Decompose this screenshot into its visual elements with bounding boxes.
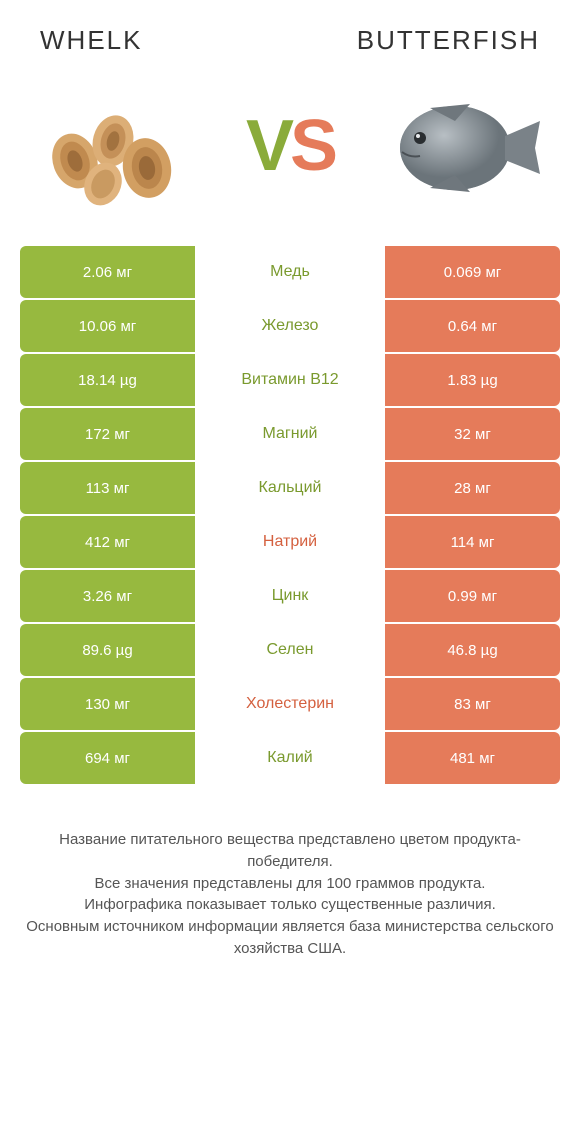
nutrient-row: 2.06 мгМедь0.069 мг bbox=[20, 246, 560, 298]
header: WHELK BUTTERFISH bbox=[0, 0, 580, 56]
right-value: 0.64 мг bbox=[385, 300, 560, 352]
nutrient-label: Медь bbox=[195, 246, 385, 298]
footer-line-2: Все значения представлены для 100 граммо… bbox=[20, 873, 560, 895]
nutrient-row: 130 мгХолестерин83 мг bbox=[20, 678, 560, 730]
right-value: 83 мг bbox=[385, 678, 560, 730]
left-value: 694 мг bbox=[20, 732, 195, 784]
vs-label: VS bbox=[246, 105, 334, 187]
nutrient-row: 172 мгМагний32 мг bbox=[20, 408, 560, 460]
left-value: 3.26 мг bbox=[20, 570, 195, 622]
right-food-title: BUTTERFISH bbox=[357, 25, 540, 56]
left-value: 172 мг bbox=[20, 408, 195, 460]
left-value: 2.06 мг bbox=[20, 246, 195, 298]
nutrient-row: 113 мгКальций28 мг bbox=[20, 462, 560, 514]
nutrient-label: Калий bbox=[195, 732, 385, 784]
nutrient-label: Витамин B12 bbox=[195, 354, 385, 406]
footer-notes: Название питательного вещества представл… bbox=[0, 829, 580, 960]
left-food-title: WHELK bbox=[40, 25, 142, 56]
left-value: 130 мг bbox=[20, 678, 195, 730]
footer-line-4: Основным источником информации является … bbox=[20, 916, 560, 960]
footer-line-3: Инфографика показывает только существенн… bbox=[20, 894, 560, 916]
nutrient-row: 10.06 мгЖелезо0.64 мг bbox=[20, 300, 560, 352]
images-row: VS bbox=[0, 56, 580, 246]
vs-v: V bbox=[246, 106, 290, 186]
right-value: 114 мг bbox=[385, 516, 560, 568]
right-value: 1.83 µg bbox=[385, 354, 560, 406]
nutrient-label: Натрий bbox=[195, 516, 385, 568]
nutrient-label: Селен bbox=[195, 624, 385, 676]
nutrient-label: Железо bbox=[195, 300, 385, 352]
nutrient-label: Кальций bbox=[195, 462, 385, 514]
left-value: 10.06 мг bbox=[20, 300, 195, 352]
butterfish-image bbox=[380, 76, 550, 216]
left-value: 89.6 µg bbox=[20, 624, 195, 676]
nutrient-label: Магний bbox=[195, 408, 385, 460]
nutrient-label: Холестерин bbox=[195, 678, 385, 730]
left-value: 113 мг bbox=[20, 462, 195, 514]
whelk-image bbox=[30, 76, 200, 216]
infographic-container: WHELK BUTTERFISH bbox=[0, 0, 580, 1123]
footer-line-1: Название питательного вещества представл… bbox=[20, 829, 560, 873]
nutrient-row: 694 мгКалий481 мг bbox=[20, 732, 560, 784]
right-value: 28 мг bbox=[385, 462, 560, 514]
vs-s: S bbox=[290, 106, 334, 186]
right-value: 0.069 мг bbox=[385, 246, 560, 298]
nutrient-row: 3.26 мгЦинк0.99 мг bbox=[20, 570, 560, 622]
left-value: 412 мг bbox=[20, 516, 195, 568]
nutrient-row: 89.6 µgСелен46.8 µg bbox=[20, 624, 560, 676]
nutrient-label: Цинк bbox=[195, 570, 385, 622]
nutrient-row: 18.14 µgВитамин B121.83 µg bbox=[20, 354, 560, 406]
left-value: 18.14 µg bbox=[20, 354, 195, 406]
right-value: 481 мг bbox=[385, 732, 560, 784]
right-value: 0.99 мг bbox=[385, 570, 560, 622]
nutrient-table: 2.06 мгМедь0.069 мг10.06 мгЖелезо0.64 мг… bbox=[20, 246, 560, 784]
nutrient-row: 412 мгНатрий114 мг bbox=[20, 516, 560, 568]
right-value: 46.8 µg bbox=[385, 624, 560, 676]
right-value: 32 мг bbox=[385, 408, 560, 460]
